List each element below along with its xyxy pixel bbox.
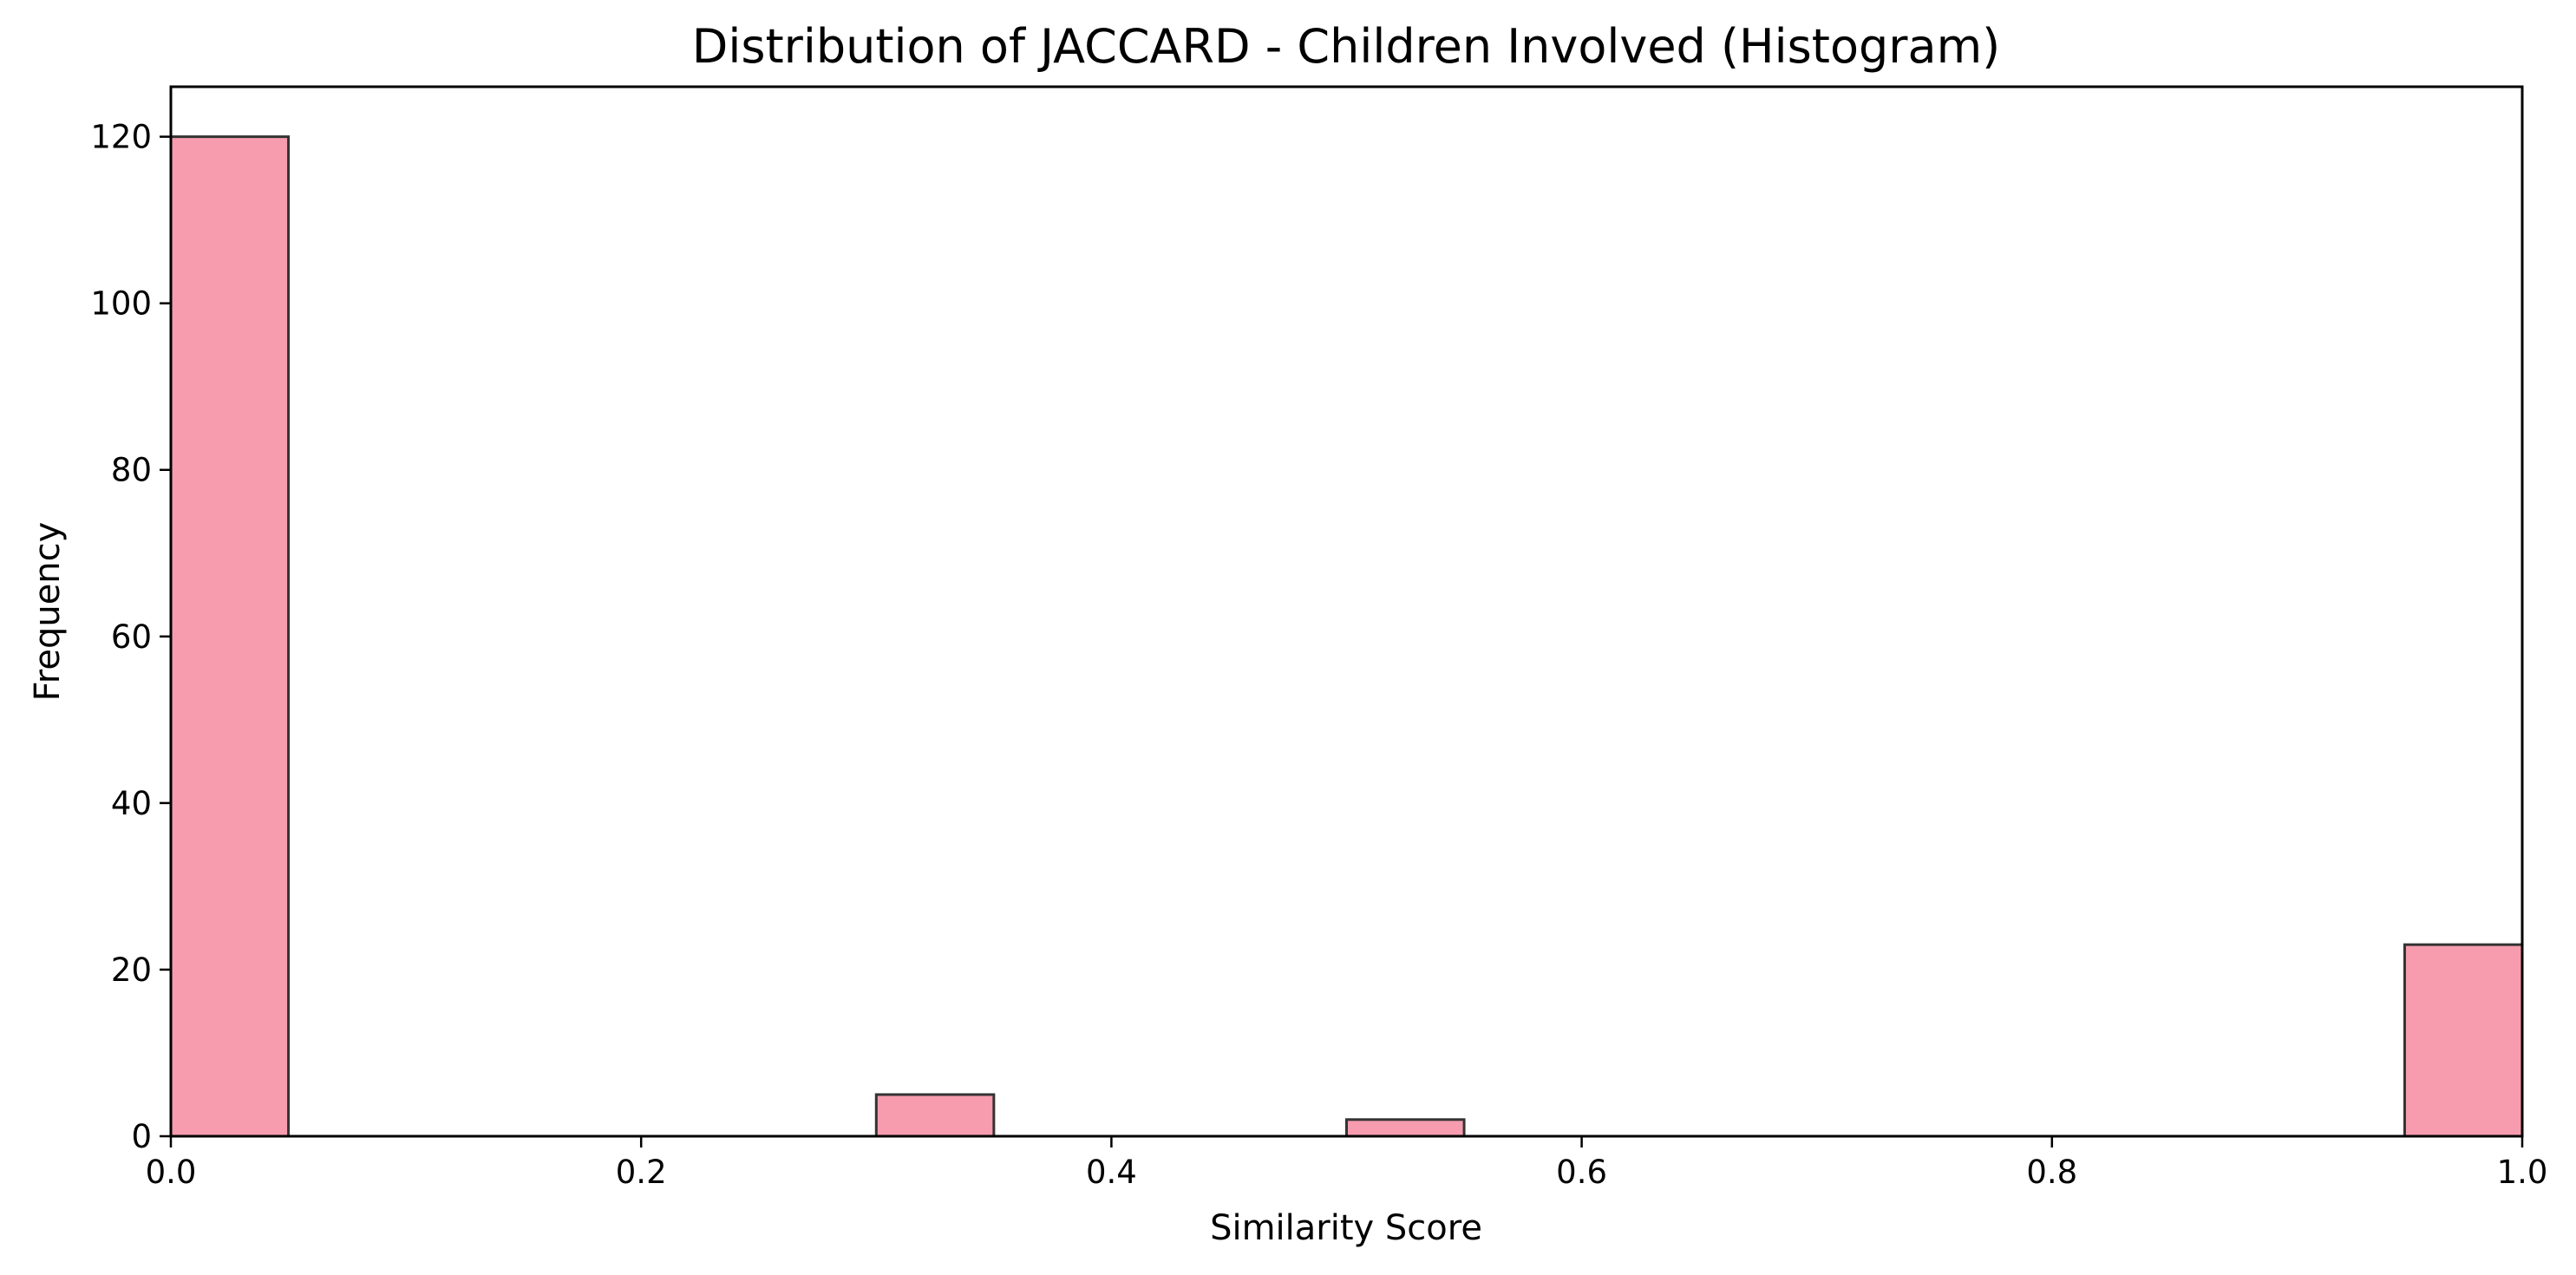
y-tick-label-2: 40 (111, 785, 152, 822)
x-axis-ticks: 0.0 0.2 0.4 0.6 0.8 1.0 (146, 1136, 2548, 1191)
plot-frame (169, 85, 2524, 1138)
x-tick-label-0: 0.0 (146, 1154, 197, 1191)
x-axis-label: Similarity Score (1210, 1208, 1482, 1248)
y-axis-ticks: 0 20 40 60 80 100 120 (90, 119, 171, 1155)
y-tick-label-0: 0 (131, 1118, 152, 1155)
y-tick-label-3: 60 (111, 618, 152, 656)
y-tick-label-4: 80 (111, 452, 152, 489)
y-axis-label: Frequency (28, 522, 68, 702)
y-tick-label-5: 100 (90, 285, 152, 323)
x-tick-label-4: 0.8 (2026, 1154, 2077, 1191)
histogram-bar-0 (169, 135, 291, 1138)
x-tick-label-3: 0.6 (1556, 1154, 1607, 1191)
x-tick-label-2: 0.4 (1086, 1154, 1137, 1191)
y-tick-label-1: 20 (111, 951, 152, 989)
y-tick-label-6: 120 (90, 119, 152, 156)
x-tick-label-1: 0.2 (616, 1154, 667, 1191)
histogram-bar-1 (874, 1093, 996, 1138)
histogram-bar-2 (1345, 1118, 1466, 1138)
x-tick-label-5: 1.0 (2497, 1154, 2548, 1191)
chart-title: Distribution of JACCARD - Children Invol… (692, 19, 2001, 74)
histogram-bar-3 (2403, 943, 2524, 1138)
bars-layer (169, 135, 2524, 1138)
